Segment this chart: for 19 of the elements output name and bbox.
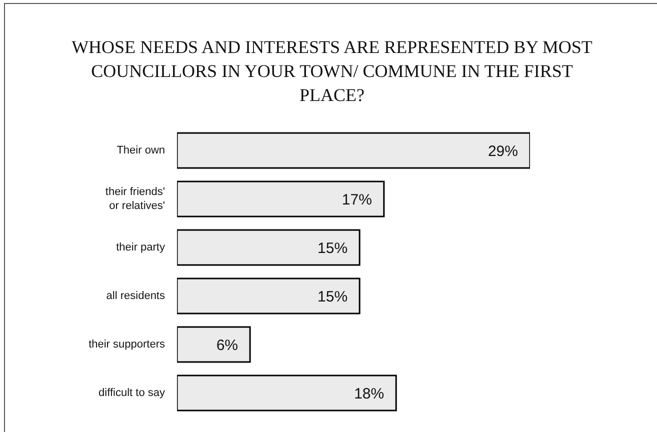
bar bbox=[177, 229, 360, 266]
y-tick-label: their friends' or relatives' bbox=[105, 186, 165, 212]
bar bbox=[177, 326, 251, 363]
chart-title: WHOSE NEEDS AND INTERESTS ARE REPRESENTED BY MOST COUNCILLORS IN YOUR TOWN/ COMMUNE IN THE FIRST PLACE? bbox=[70, 36, 594, 107]
data-label: 15% bbox=[318, 240, 348, 257]
bar bbox=[177, 278, 360, 314]
data-label: 18% bbox=[354, 385, 384, 402]
data-label: 17% bbox=[342, 191, 372, 208]
y-tick-label: their party bbox=[116, 241, 166, 254]
bar bbox=[177, 132, 530, 169]
data-label: 15% bbox=[318, 288, 348, 306]
y-tick-label: Their own bbox=[116, 144, 165, 156]
y-tick-label: difficult to say bbox=[98, 386, 166, 399]
data-label: 6% bbox=[216, 336, 238, 354]
y-tick-label: their supporters bbox=[88, 338, 166, 350]
y-tick-label: all residents bbox=[106, 290, 166, 302]
data-label: 29% bbox=[488, 142, 518, 160]
bar bbox=[177, 180, 385, 218]
bar bbox=[177, 374, 397, 412]
